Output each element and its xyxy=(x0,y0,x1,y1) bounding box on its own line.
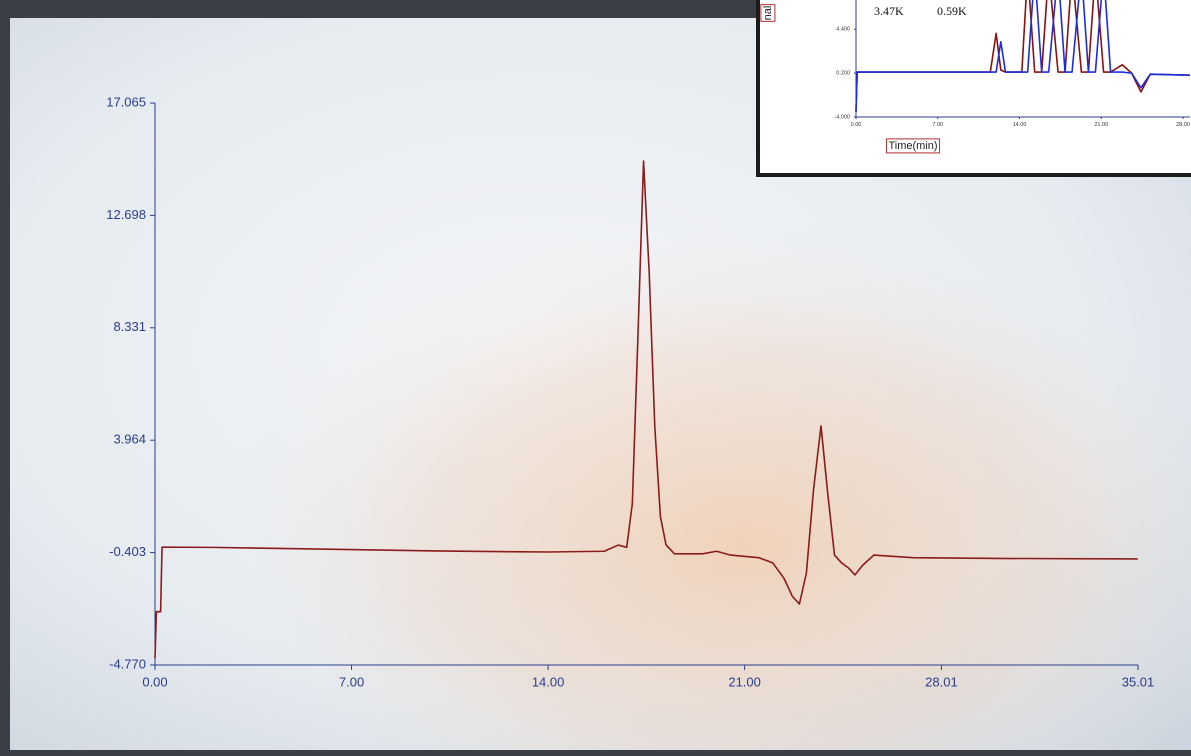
y-tick-label: -0.403 xyxy=(109,544,146,559)
x-tick-label: 0.00 xyxy=(142,674,167,689)
x-tick-label: 35.01 xyxy=(1122,674,1155,689)
x-tick-label: 7.00 xyxy=(932,122,943,128)
series-line xyxy=(855,0,1191,112)
inset-panel xyxy=(760,0,1191,173)
x-tick-label: 7.00 xyxy=(339,674,364,689)
series-line xyxy=(855,0,1191,112)
y-tick-label: 0.200 xyxy=(836,71,850,77)
x-tick-label: 14.00 xyxy=(1013,122,1027,128)
y-tick-label: -4.000 xyxy=(834,114,850,120)
label-box xyxy=(885,138,941,154)
series-line xyxy=(154,160,1138,659)
annotation: 3.47K xyxy=(874,4,904,18)
x-tick-label: 21.00 xyxy=(1094,122,1108,128)
annotation: 0.59K xyxy=(937,4,967,18)
x-tick-label: 0.00 xyxy=(851,122,862,128)
label-box xyxy=(760,4,776,22)
x-tick-label: 14.00 xyxy=(532,674,565,689)
inset-chart: -4.000 0.200 4.400 0.00 7.00 14.00 21.00 28.00 T… xyxy=(760,0,1191,154)
x-tick-label: 28.01 xyxy=(925,674,958,689)
y-tick-label: 4.400 xyxy=(836,27,850,33)
x-tick-label: 21.00 xyxy=(728,674,761,689)
y-tick-label: -4.770 xyxy=(109,656,146,671)
y-tick-label: 3.964 xyxy=(113,432,146,447)
x-tick-label: 28.00 xyxy=(1176,122,1190,128)
y-axis-label: nal xyxy=(762,6,774,21)
y-tick-label: 12.698 xyxy=(106,207,146,222)
x-axis-label: Time(min) xyxy=(888,140,937,152)
main-chart: -4.770 -0.403 3.964 8.331 12.698 17.065 0.00 7.… xyxy=(106,94,1154,689)
y-tick-label: 17.065 xyxy=(106,94,146,109)
y-tick-label: 8.331 xyxy=(113,319,146,334)
